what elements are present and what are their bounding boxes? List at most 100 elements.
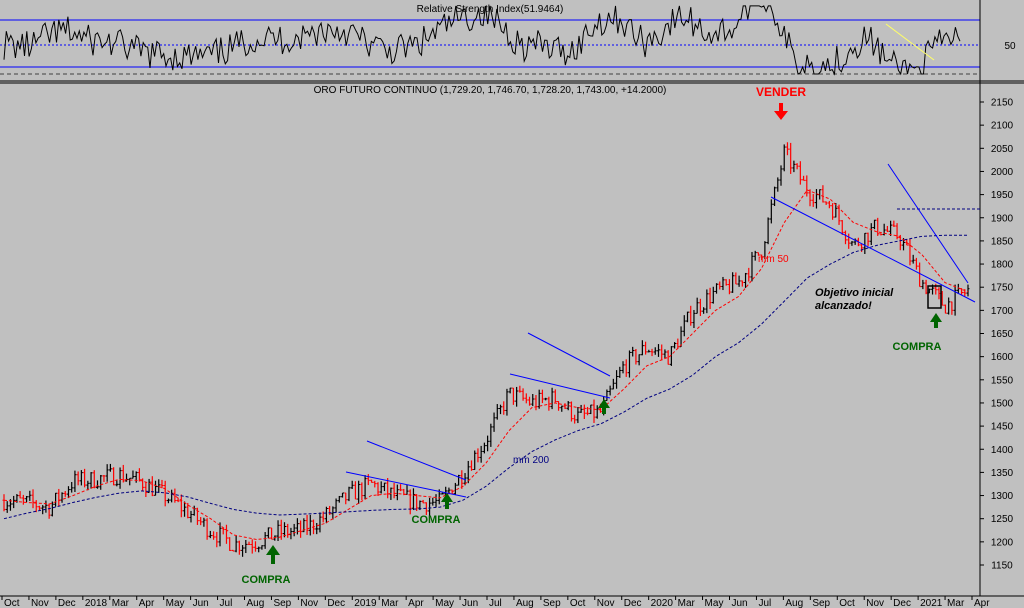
rsi-line: [3, 5, 961, 76]
price-bar: [947, 297, 951, 315]
price-bar: [395, 484, 399, 501]
price-bar: [292, 523, 296, 537]
price-bar: [373, 480, 377, 488]
buy-arrow-2: [441, 493, 453, 509]
price-bar: [640, 340, 644, 356]
price-bar: [183, 501, 187, 517]
price-bar: [895, 223, 899, 240]
rsi-panel: Relative Strength Index(51.9464) 50: [0, 4, 1016, 76]
price-bar: [321, 511, 325, 523]
price-bar: [637, 354, 641, 366]
price-bar: [440, 492, 444, 495]
price-bar: [2, 494, 6, 512]
price-bar: [921, 279, 925, 290]
price-bar: [25, 495, 29, 503]
price-bar: [315, 522, 319, 535]
price-bar: [179, 494, 183, 518]
price-bar: [827, 200, 831, 209]
price-bar: [705, 289, 709, 314]
x-tick-label: Apr: [408, 598, 424, 608]
price-ytick-label: 1850: [991, 236, 1014, 247]
price-bar: [953, 284, 957, 316]
price-bar: [627, 350, 631, 378]
trendline-2020-upper: [887, 163, 969, 284]
price-bar: [150, 476, 154, 497]
price-bar: [99, 474, 103, 490]
price-bar: [518, 385, 522, 393]
price-bar: [469, 460, 473, 471]
price-bar: [92, 470, 96, 489]
ma200-label: mm 200: [513, 455, 550, 466]
trendline-2019-upper: [366, 440, 467, 481]
price-bar: [108, 463, 112, 472]
price-bar: [270, 527, 274, 540]
price-bar: [750, 251, 754, 282]
objetivo-line-1: Objetivo inicial: [815, 287, 894, 299]
x-tick-label: Sep: [543, 598, 561, 608]
price-bar: [79, 470, 83, 486]
price-bar: [363, 475, 367, 500]
price-bar: [744, 272, 748, 288]
price-bar: [885, 225, 889, 233]
x-tick-label: Jul: [758, 598, 771, 608]
price-ytick-label: 1500: [991, 398, 1014, 409]
price-bar: [869, 223, 873, 245]
price-bar: [115, 480, 119, 487]
price-bar: [521, 388, 525, 401]
x-tick-label: 2021: [920, 598, 943, 608]
x-tick-label: Mar: [112, 598, 130, 608]
price-bar: [66, 486, 70, 499]
price-bar: [173, 488, 177, 503]
price-bar: [334, 498, 338, 513]
price-bar: [95, 480, 99, 489]
price-bar: [460, 470, 464, 489]
price-bar: [631, 346, 635, 357]
price-bar: [676, 338, 680, 349]
price-bar: [698, 298, 702, 317]
price-bar: [715, 283, 719, 294]
price-bar: [431, 497, 435, 506]
price-bar: [682, 315, 686, 337]
price-bar: [834, 202, 838, 218]
price-bar: [773, 186, 777, 207]
price-bar: [379, 481, 383, 494]
price-bar: [686, 311, 690, 323]
price-bar: [257, 546, 261, 553]
price-bar: [502, 401, 506, 415]
x-tick-label: Aug: [247, 598, 265, 608]
price-bar: [740, 280, 744, 287]
price-bar: [711, 286, 715, 304]
price-bar: [486, 435, 490, 452]
price-bar: [186, 502, 190, 519]
price-bar: [166, 498, 170, 504]
price-bar: [666, 350, 670, 365]
price-bar: [824, 201, 828, 205]
price-ytick-label: 2050: [991, 144, 1014, 155]
price-bar: [569, 401, 573, 422]
price-bar: [41, 505, 45, 515]
price-bar: [218, 522, 222, 547]
price-bar: [656, 344, 660, 357]
price-bar: [831, 203, 835, 220]
price-bar: [141, 478, 145, 492]
price-bar: [382, 482, 386, 492]
price-ytick-label: 1250: [991, 514, 1014, 525]
price-bar: [766, 217, 770, 245]
price-bar: [479, 445, 483, 463]
price-bar: [860, 243, 864, 252]
price-ytick-label: 1300: [991, 491, 1014, 502]
price-bar: [911, 254, 915, 264]
price-bar: [795, 163, 799, 170]
price-bar: [937, 287, 941, 300]
price-bar: [505, 388, 509, 416]
price-bar: [411, 488, 415, 511]
price-bar: [163, 480, 167, 507]
price-bar: [892, 220, 896, 227]
price-bar: [112, 467, 116, 486]
price-ytick-label: 1750: [991, 283, 1014, 294]
price-bar: [266, 527, 270, 539]
price-bar: [756, 252, 760, 256]
price-bar: [353, 481, 357, 500]
price-bar: [863, 232, 867, 255]
x-tick-label: Jul: [489, 598, 502, 608]
